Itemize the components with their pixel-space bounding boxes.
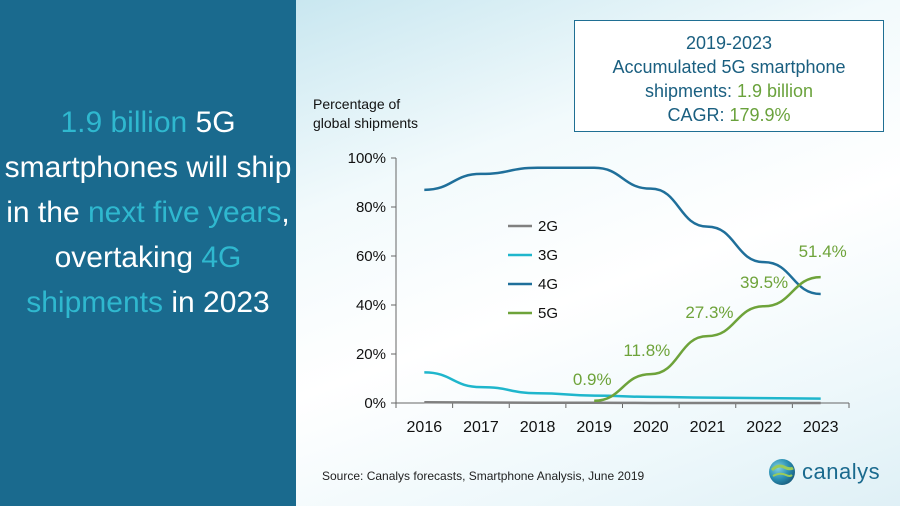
x-tick-label: 2020: [633, 419, 669, 436]
x-tick-label: 2023: [803, 419, 839, 436]
callout-shipments-value: 1.9 billion: [736, 81, 814, 101]
data-label: 0.9%: [573, 370, 612, 389]
headline-part: 1.9 billion: [60, 106, 188, 139]
series-line-3G: [424, 371, 821, 400]
callout-cagr-value: 179.9%: [729, 105, 791, 125]
data-label: 51.4%: [799, 242, 847, 261]
source-note: Source: Canalys forecasts, Smartphone An…: [322, 469, 645, 483]
left-panel: 1.9 billion 5G smartphones will ship in …: [0, 0, 296, 506]
callout-line2: Accumulated 5G smartphone: [612, 57, 846, 77]
headline-part: 5G smartphones will ship in the: [4, 106, 292, 229]
series-line-4G: [424, 166, 821, 296]
data-label: 27.3%: [685, 303, 733, 322]
callout-cagr-label: CAGR:: [667, 105, 730, 125]
headline-part: , overtaking: [54, 196, 290, 274]
legend-label-4G: 4G: [538, 276, 558, 293]
logo-text: canalys: [802, 459, 881, 484]
callout-line3: shipments: 1.9 billion: [575, 79, 883, 103]
globe-icon: [769, 459, 795, 485]
headline-part: next five years: [87, 196, 282, 229]
data-label: 11.8%: [623, 341, 670, 360]
y-tick-label: 100%: [348, 150, 386, 167]
x-tick-label: 2021: [690, 419, 726, 436]
y-tick-label: 80%: [356, 199, 386, 216]
series-line-5G: [594, 275, 821, 403]
x-tick-label: 2019: [576, 419, 612, 436]
headline-part: in 2023: [162, 286, 270, 319]
x-tick-label: 2017: [463, 419, 499, 436]
y-tick-label: 40%: [356, 297, 386, 314]
legend-label-5G: 5G: [538, 305, 558, 322]
callout-shipments-label: shipments:: [644, 81, 737, 101]
canalys-logo: canalys: [768, 458, 880, 486]
y-tick-label: 60%: [356, 248, 386, 265]
callout-title: 2019-2023: [685, 33, 773, 53]
series-line-2G: [424, 401, 821, 405]
callout-line4: CAGR: 179.9%: [575, 103, 883, 127]
y-tick-label: 20%: [356, 346, 386, 363]
y-axis-title: Percentage of global shipments: [313, 96, 419, 131]
data-label: 39.5%: [740, 273, 788, 292]
x-tick-label: 2018: [520, 419, 556, 436]
x-tick-label: 2022: [746, 419, 782, 436]
legend-label-2G: 2G: [538, 218, 558, 235]
headline: 1.9 billion 5G smartphones will ship in …: [0, 100, 296, 325]
callout-box: 2019-2023 Accumulated 5G smartphone ship…: [574, 20, 884, 132]
legend-label-3G: 3G: [538, 247, 558, 264]
x-tick-label: 2016: [407, 419, 443, 436]
y-tick-label: 0%: [364, 395, 386, 412]
headline-part: 4G shipments: [26, 241, 242, 319]
